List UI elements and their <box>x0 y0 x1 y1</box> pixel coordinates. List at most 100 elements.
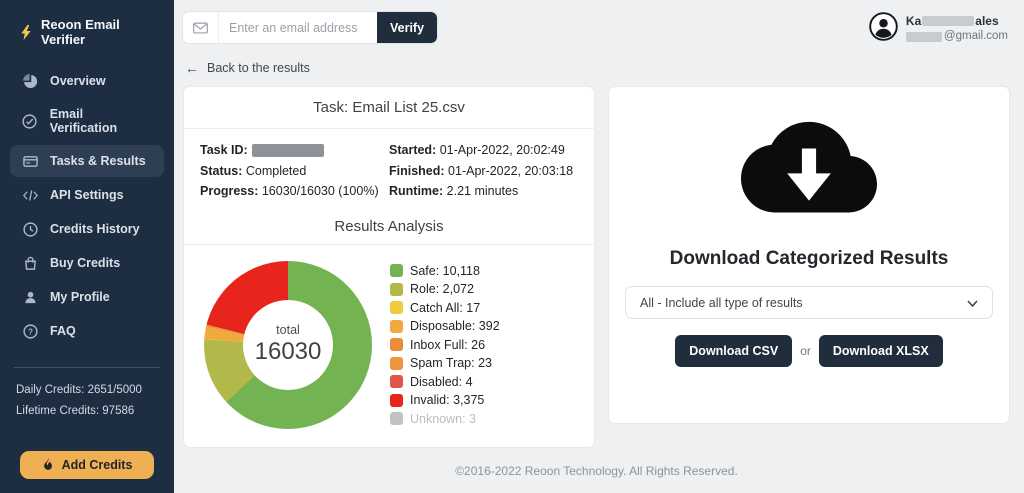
email-input[interactable] <box>219 12 377 43</box>
back-link-label: Back to the results <box>207 61 310 75</box>
legend-item: Spam Trap: 23 <box>390 356 500 370</box>
legend-label: Disabled: 4 <box>410 374 473 389</box>
sidebar-item-my-profile[interactable]: My Profile <box>10 281 164 313</box>
user-icon <box>22 289 38 305</box>
legend-label: Spam Trap: 23 <box>410 356 492 371</box>
user-account[interactable]: Ka ales @gmail.com <box>869 12 1010 46</box>
cloud-download-icon <box>741 107 877 238</box>
chevron-down-icon <box>967 296 978 310</box>
check-circle-icon <box>22 113 38 129</box>
sidebar-item-credits-history[interactable]: Credits History <box>10 213 164 245</box>
donut-center-value: 16030 <box>254 338 322 366</box>
legend-item: Role: 2,072 <box>390 282 500 296</box>
flame-icon <box>43 458 52 470</box>
daily-credits: Daily Credits: 2651/5000 <box>16 384 142 396</box>
sidebar-item-label: Email Verification <box>49 107 118 135</box>
legend-label: Invalid: 3,375 <box>410 393 485 408</box>
legend-swatch <box>390 319 403 333</box>
results-chart: total 16030 Safe: 10,118 Role: 2,072 Catch… <box>184 245 594 447</box>
donut-center-label: total <box>276 323 300 338</box>
task-card: Task: Email List 25.csv Task ID: Status:… <box>183 86 595 448</box>
email-verify-group: Verify <box>183 12 438 43</box>
sidebar-item-label: API Settings <box>50 188 124 202</box>
user-name: Ka ales <box>905 14 999 29</box>
legend-swatch <box>390 412 403 426</box>
sidebar-item-faq[interactable]: ? FAQ <box>10 315 164 347</box>
code-icon <box>22 187 38 203</box>
legend-item: Catch All: 17 <box>390 301 500 315</box>
sidebar-item-label: Tasks & Results <box>50 154 146 168</box>
or-label: or <box>800 344 811 358</box>
legend-item: Unknown: 3 <box>390 412 500 426</box>
finished-row: Finished: 01-Apr-2022, 20:03:18 <box>389 163 574 178</box>
sidebar-item-label: Credits History <box>50 222 140 236</box>
legend-label: Role: 2,072 <box>410 282 474 297</box>
legend-label: Unknown: 3 <box>410 411 477 426</box>
status-row: Status: Completed <box>200 163 307 178</box>
redacted-task-id <box>251 144 324 158</box>
legend-label: Disposable: 392 <box>410 319 500 334</box>
legend-item: Disabled: 4 <box>390 375 500 389</box>
credits-summary: Daily Credits: 2651/5000 Lifetime Credit… <box>0 380 174 421</box>
donut-center: total 16030 <box>243 299 333 390</box>
result-type-value: All - Include all type of results <box>640 295 803 310</box>
sidebar-item-overview[interactable]: Overview <box>10 65 164 97</box>
sidebar: Reoon Email Verifier Overview Email Verif… <box>0 0 174 493</box>
back-to-results-link[interactable]: ← Back to the results <box>183 52 1010 86</box>
legend-label: Inbox Full: 26 <box>410 337 486 352</box>
legend-label: Catch All: 17 <box>410 300 481 315</box>
sidebar-item-label: Buy Credits <box>50 256 121 270</box>
legend-swatch <box>390 338 403 352</box>
sidebar-item-email-verification[interactable]: Email Verification <box>10 99 164 143</box>
download-csv-button[interactable]: Download CSV <box>675 335 793 367</box>
footer-copyright: ©2016-2022 Reoon Technology. All Rights … <box>455 463 738 478</box>
tasks-icon <box>22 153 38 169</box>
sidebar-nav: Overview Email Verification Tasks & Result… <box>0 63 174 349</box>
user-email: @gmail.com <box>905 29 1008 45</box>
sidebar-divider <box>14 367 160 368</box>
add-credits-button[interactable]: Add Credits <box>20 451 154 479</box>
legend-item: Invalid: 3,375 <box>390 393 500 407</box>
legend-swatch <box>390 282 403 296</box>
task-info: Task ID: Status: Completed Progress: 160… <box>184 129 594 212</box>
redacted-name <box>922 16 975 27</box>
pie-chart-icon <box>22 73 38 89</box>
brand-label: Reoon Email Verifier <box>41 17 120 47</box>
sidebar-item-api-settings[interactable]: API Settings <box>10 179 164 211</box>
legend-label: Safe: 10,118 <box>410 263 480 278</box>
legend-swatch <box>390 393 403 407</box>
legend-item: Disposable: 392 <box>390 319 500 333</box>
legend-swatch <box>390 301 403 315</box>
donut-chart: total 16030 <box>204 260 372 429</box>
question-icon: ? <box>22 323 38 339</box>
sidebar-item-tasks-results[interactable]: Tasks & Results <box>10 145 164 177</box>
verify-button[interactable]: Verify <box>377 12 438 43</box>
history-icon <box>22 221 38 237</box>
bag-icon <box>22 255 38 271</box>
lifetime-credits: Lifetime Credits: 97586 <box>16 404 135 417</box>
task-title: Task: Email List 25.csv <box>184 87 594 129</box>
envelope-icon <box>183 12 219 43</box>
redacted-email <box>905 32 942 43</box>
legend-swatch <box>390 264 403 278</box>
sidebar-item-label: FAQ <box>50 324 76 338</box>
task-id-row: Task ID: <box>200 140 389 161</box>
progress-row: Progress: 16030/16030 (100%) <box>200 184 379 199</box>
sidebar-item-label: My Profile <box>50 290 110 304</box>
svg-text:?: ? <box>28 327 33 336</box>
download-title: Download Categorized Results <box>669 248 949 269</box>
result-type-select[interactable]: All - Include all type of results <box>625 286 993 319</box>
legend-item: Inbox Full: 26 <box>390 338 500 352</box>
download-xlsx-button[interactable]: Download XLSX <box>818 335 943 367</box>
sidebar-item-buy-credits[interactable]: Buy Credits <box>10 247 164 279</box>
brand: Reoon Email Verifier <box>0 0 174 59</box>
started-row: Started: 01-Apr-2022, 20:02:49 <box>389 143 565 157</box>
legend-swatch <box>390 356 403 370</box>
left-arrow-icon: ← <box>185 60 199 76</box>
runtime-row: Runtime: 2.21 minutes <box>389 184 519 199</box>
lightning-bolt-icon <box>21 24 31 40</box>
results-analysis-heading: Results Analysis <box>184 212 594 245</box>
avatar-icon <box>869 12 898 46</box>
